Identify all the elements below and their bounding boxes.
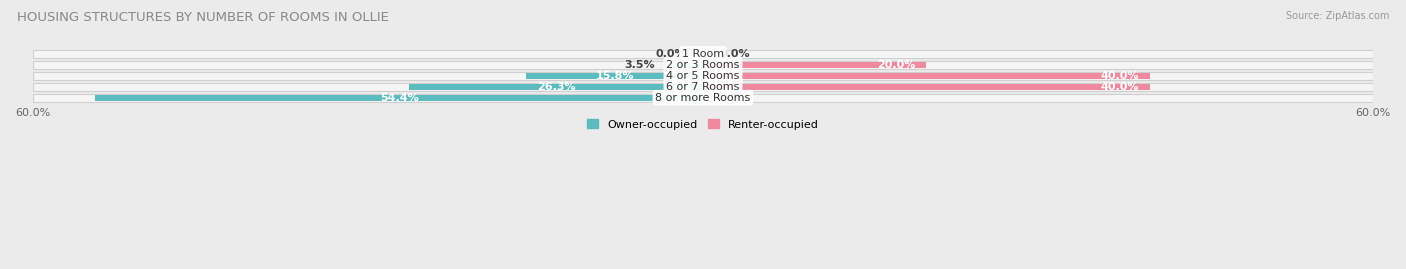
- Legend: Owner-occupied, Renter-occupied: Owner-occupied, Renter-occupied: [582, 115, 824, 134]
- Bar: [32, 72, 1374, 80]
- Bar: [526, 73, 703, 79]
- Text: 6 or 7 Rooms: 6 or 7 Rooms: [666, 82, 740, 92]
- Text: 2 or 3 Rooms: 2 or 3 Rooms: [666, 60, 740, 70]
- Text: 26.3%: 26.3%: [537, 82, 575, 92]
- Text: Source: ZipAtlas.com: Source: ZipAtlas.com: [1285, 11, 1389, 21]
- Bar: [409, 84, 703, 90]
- Text: 0.0%: 0.0%: [655, 49, 686, 59]
- Bar: [32, 94, 1374, 102]
- Bar: [664, 62, 703, 68]
- Bar: [703, 84, 1150, 90]
- Text: 20.0%: 20.0%: [877, 60, 915, 70]
- Text: 40.0%: 40.0%: [1101, 82, 1139, 92]
- Bar: [703, 62, 927, 68]
- Text: 15.8%: 15.8%: [596, 71, 634, 81]
- Text: 4 or 5 Rooms: 4 or 5 Rooms: [666, 71, 740, 81]
- Text: 40.0%: 40.0%: [1101, 71, 1139, 81]
- Text: 54.4%: 54.4%: [380, 93, 419, 103]
- Bar: [32, 83, 1374, 91]
- Bar: [32, 61, 1374, 69]
- Text: 8 or more Rooms: 8 or more Rooms: [655, 93, 751, 103]
- Bar: [32, 50, 1374, 58]
- Bar: [96, 95, 703, 101]
- Text: 0.0%: 0.0%: [720, 49, 751, 59]
- Bar: [703, 73, 1150, 79]
- Text: 3.5%: 3.5%: [624, 60, 655, 70]
- Text: HOUSING STRUCTURES BY NUMBER OF ROOMS IN OLLIE: HOUSING STRUCTURES BY NUMBER OF ROOMS IN…: [17, 11, 388, 24]
- Text: 1 Room: 1 Room: [682, 49, 724, 59]
- Text: 0.0%: 0.0%: [720, 93, 751, 103]
